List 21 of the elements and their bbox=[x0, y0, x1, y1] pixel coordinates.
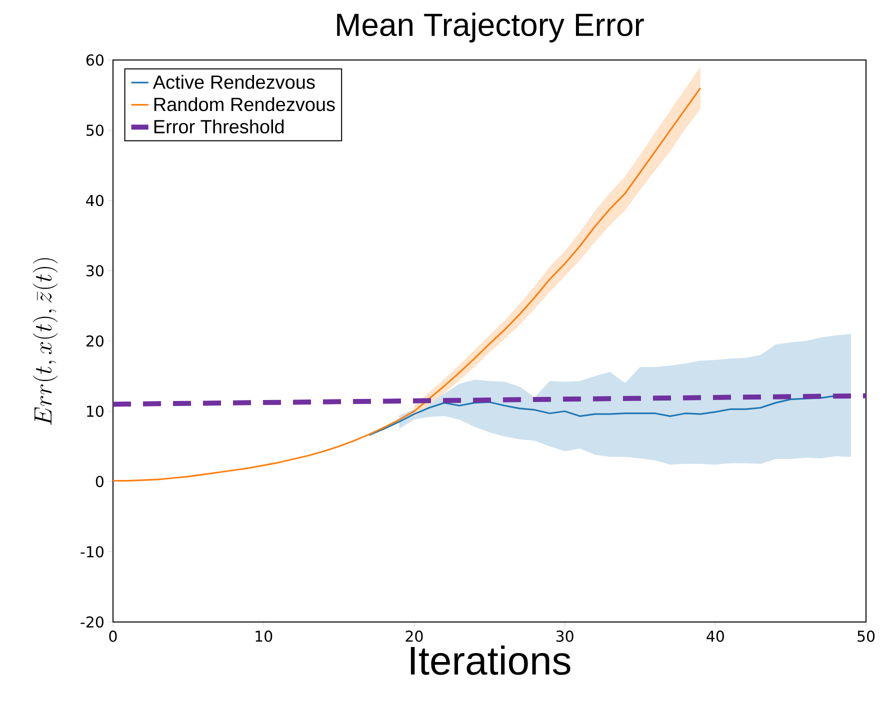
x-axis-title: Iterations bbox=[410, 646, 570, 675]
legend-label: Error Threshold bbox=[154, 119, 284, 134]
x-tick-label: 0 bbox=[109, 630, 117, 642]
y-tick-label: 20 bbox=[86, 335, 104, 347]
y-tick-label: 10 bbox=[87, 406, 104, 417]
x-tick-label: 50 bbox=[858, 630, 875, 642]
x-tick-label: 30 bbox=[556, 630, 574, 642]
legend-label: Active Rendezvous bbox=[152, 74, 315, 89]
y-tick-label: 50 bbox=[86, 124, 104, 136]
x-tick-label: 10 bbox=[256, 630, 272, 642]
legend-label: Random Rendezvous bbox=[154, 97, 335, 112]
y-tick-label: -10 bbox=[80, 546, 104, 558]
y-tick-label: -20 bbox=[80, 616, 104, 628]
x-tick-label: 40 bbox=[706, 630, 724, 642]
y-tick-label: 30 bbox=[86, 265, 104, 276]
y-tick-label: 40 bbox=[86, 194, 104, 206]
x-tick-label: 20 bbox=[406, 630, 423, 642]
y-tick-label: 60 bbox=[86, 54, 104, 66]
chart-title: Mean Trajectory Error bbox=[337, 12, 644, 42]
y-axis-title: $Err(t,x(t),\bar{z}(t))$ bbox=[32, 258, 58, 425]
y-tick-label: 0 bbox=[96, 476, 104, 488]
